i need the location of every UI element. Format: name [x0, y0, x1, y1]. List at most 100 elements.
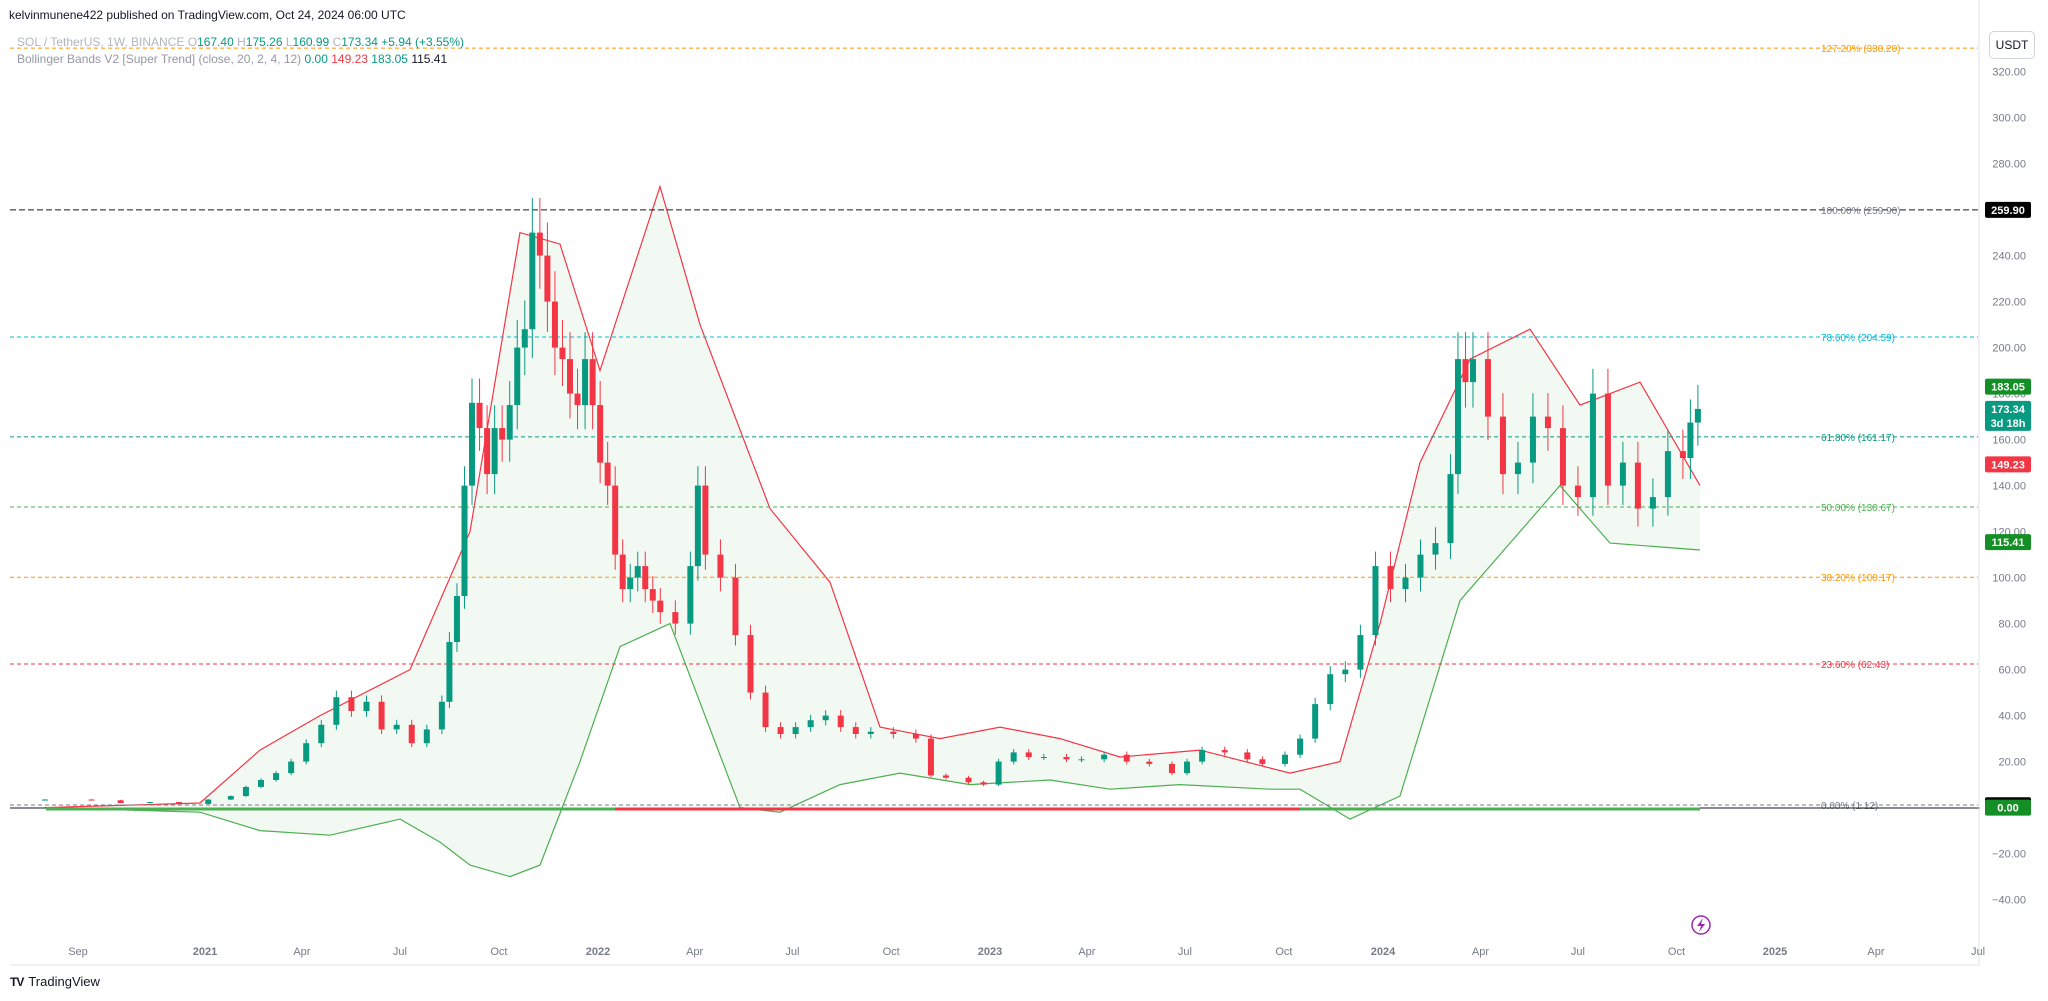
- indicator-legend: Bollinger Bands V2 [Super Trend] (close,…: [17, 52, 447, 66]
- candle: [506, 405, 513, 440]
- candle: [649, 589, 656, 601]
- candle: [912, 734, 919, 739]
- candle: [890, 731, 897, 734]
- candle: [205, 799, 212, 804]
- upper-band: [44, 184, 1701, 809]
- y-tick-label: 240.00: [1992, 251, 2026, 263]
- x-tick-label: Jul: [1971, 946, 1985, 958]
- candle: [446, 642, 453, 702]
- candle: [288, 761, 295, 774]
- candle: [551, 301, 558, 348]
- candle: [348, 697, 355, 711]
- price-badge-label-4: 115.41: [1991, 537, 2024, 549]
- candle: [408, 724, 415, 744]
- y-tick-label: 40.00: [1998, 711, 2026, 723]
- x-tick-label: 2025: [1763, 946, 1787, 958]
- candle: [1357, 635, 1364, 670]
- currency-button[interactable]: USDT: [1989, 31, 2035, 59]
- time-axis: Sep 2021 Apr Jul Oct 2022 Apr Jul Oct 2023 Apr Jul O…: [68, 946, 1985, 958]
- candle: [242, 786, 249, 797]
- x-tick-label: Oct: [883, 946, 900, 958]
- price-badge-label-3: 149.23: [1991, 459, 2025, 471]
- open-label: O: [187, 35, 198, 49]
- candle: [942, 775, 949, 778]
- candle: [1514, 462, 1521, 475]
- x-tick-label: Oct: [1668, 946, 1685, 958]
- candle: [604, 462, 611, 486]
- candle: [1649, 497, 1656, 509]
- symbol-legend: SOL / TetherUS, 1W, BINANCE O167.40 H175…: [17, 35, 464, 49]
- candle: [619, 554, 626, 590]
- candle: [1462, 359, 1469, 383]
- fib-label-5: 38.20% (100.17): [1821, 573, 1895, 584]
- candle: [1469, 359, 1476, 383]
- candle: [469, 402, 476, 486]
- x-tick-label: 2024: [1371, 946, 1396, 958]
- y-tick-label: 100.00: [1992, 573, 2026, 585]
- candle: [777, 727, 784, 734]
- candle: [491, 428, 498, 475]
- candle: [438, 701, 445, 730]
- candle: [1574, 485, 1581, 498]
- candle: [318, 724, 325, 744]
- fibonacci-retracement: 127.20% (330.20) 100.00% (259.90) 78.60% (…: [10, 44, 1978, 812]
- candle: [227, 796, 234, 800]
- y-tick-label: −20.00: [1992, 849, 2026, 861]
- y-tick-label: 280.00: [1992, 159, 2026, 171]
- x-tick-label: 2023: [978, 946, 1002, 958]
- candle: [146, 802, 153, 804]
- candle: [544, 255, 551, 302]
- candle: [1604, 393, 1611, 486]
- price-badge-3: [1985, 456, 2031, 473]
- candle: [927, 738, 934, 776]
- candle: [687, 566, 694, 624]
- candle: [303, 743, 310, 762]
- y-tick-label: 80.00: [1998, 619, 2026, 631]
- y-tick-label: −40.00: [1992, 895, 2026, 907]
- close-label: C: [332, 35, 342, 49]
- x-tick-label: Jul: [785, 946, 799, 958]
- candle: [582, 359, 589, 406]
- candle: [499, 428, 506, 440]
- candle: [702, 485, 709, 555]
- candle: [1342, 669, 1349, 675]
- price-badge-label-6: 0.00: [1997, 803, 2018, 815]
- x-tick-label: Apr: [686, 946, 703, 958]
- candle: [1259, 759, 1266, 764]
- candle: [1387, 566, 1394, 590]
- candle: [117, 800, 124, 803]
- indicator-name[interactable]: Bollinger Bands V2 [Super Trend] (close,…: [17, 52, 302, 66]
- candle: [88, 799, 95, 801]
- candle: [1327, 674, 1334, 705]
- candle: [529, 232, 536, 330]
- footer-brand[interactable]: TradingView: [28, 974, 100, 989]
- x-tick-label: 2022: [586, 946, 610, 958]
- price-badge-2: [1985, 400, 2031, 431]
- y-tick-label: 140.00: [1992, 481, 2026, 493]
- candle: [1123, 754, 1130, 762]
- candle: [612, 485, 619, 555]
- lightning-icon[interactable]: [1691, 915, 1711, 935]
- fib-label-7: 0.00% (1.12): [1821, 801, 1878, 812]
- candle: [589, 359, 596, 406]
- price-badge-sub-2: 3d 18h: [1991, 418, 2026, 430]
- candle: [1221, 750, 1228, 753]
- indicator-value-2: 149.23: [331, 52, 368, 66]
- candle: [1679, 451, 1686, 458]
- candle: [1447, 474, 1454, 544]
- candle: [634, 566, 641, 578]
- candle: [423, 729, 430, 744]
- candle: [694, 485, 701, 567]
- candle: [1101, 754, 1108, 760]
- y-tick-label: 60.00: [1998, 665, 2026, 677]
- open-value: 167.40: [197, 35, 234, 49]
- candle: [378, 701, 385, 730]
- candle: [1589, 393, 1596, 498]
- x-tick-label: Jul: [1178, 946, 1192, 958]
- candle: [1559, 428, 1566, 486]
- symbol-name[interactable]: SOL / TetherUS, 1W, BINANCE: [17, 35, 185, 49]
- y-tick-label: 320.00: [1992, 67, 2026, 79]
- y-tick-label: 160.00: [1992, 435, 2026, 447]
- candle: [980, 782, 987, 785]
